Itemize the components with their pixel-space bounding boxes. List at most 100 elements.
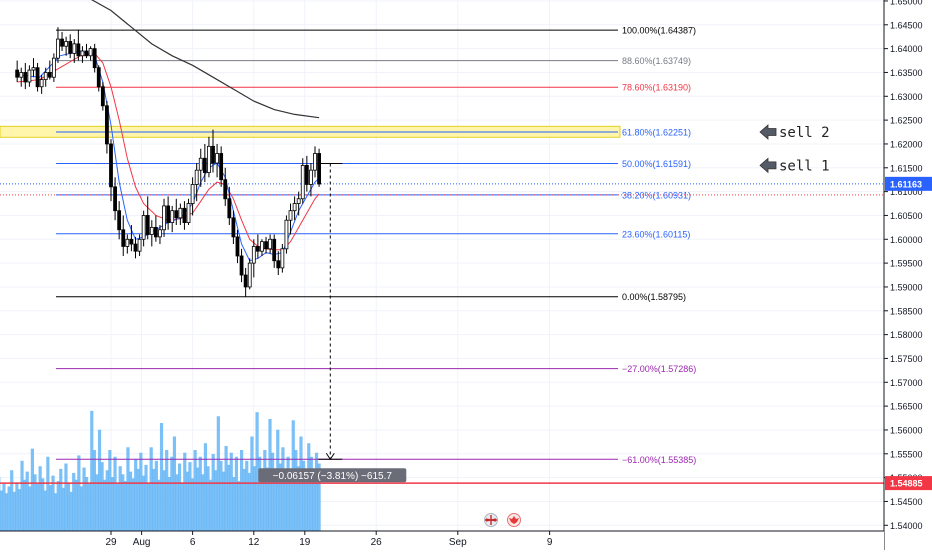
candle[interactable] xyxy=(89,46,92,60)
candle-body xyxy=(48,72,51,77)
candle-body xyxy=(297,199,300,204)
candle-body xyxy=(24,72,27,82)
price-axis-bg xyxy=(884,0,932,550)
candle[interactable] xyxy=(175,199,178,225)
price-tick-label: 1.62000 xyxy=(890,139,923,149)
candle[interactable] xyxy=(191,177,194,215)
candle[interactable] xyxy=(318,149,321,187)
candle[interactable] xyxy=(65,37,68,56)
candle[interactable] xyxy=(314,146,317,177)
candle[interactable] xyxy=(277,251,280,275)
candle-body xyxy=(236,237,239,256)
candle[interactable] xyxy=(20,68,23,87)
candle-body xyxy=(110,144,113,187)
candle-body xyxy=(248,263,251,287)
candle[interactable] xyxy=(236,230,239,263)
candle[interactable] xyxy=(85,44,88,58)
candle-body xyxy=(203,158,206,172)
arrow-left-icon xyxy=(760,125,776,139)
candle[interactable] xyxy=(252,239,255,277)
candle[interactable] xyxy=(150,220,153,246)
candle[interactable] xyxy=(285,215,288,253)
support-price-label: 1.54885 xyxy=(890,479,923,489)
candle[interactable] xyxy=(163,199,166,237)
candle-body xyxy=(309,170,312,184)
candle[interactable] xyxy=(122,215,125,256)
candle[interactable] xyxy=(183,201,186,230)
candle[interactable] xyxy=(56,27,59,63)
candle[interactable] xyxy=(187,199,190,225)
candle-body xyxy=(81,51,84,56)
candle-body xyxy=(16,70,19,77)
candle[interactable] xyxy=(293,196,296,220)
arrow-left-icon xyxy=(760,158,776,172)
candle[interactable] xyxy=(171,206,174,232)
fib-level-label: 23.60%(1.60115) xyxy=(622,229,690,239)
grid xyxy=(0,0,884,531)
candle[interactable] xyxy=(240,249,243,282)
sma-long-line xyxy=(86,0,320,118)
candle[interactable] xyxy=(36,63,39,92)
candle[interactable] xyxy=(154,215,157,241)
candle[interactable] xyxy=(126,235,129,254)
price-tick-label: 1.64500 xyxy=(890,20,923,30)
candle[interactable] xyxy=(16,61,19,82)
candle[interactable] xyxy=(216,144,219,177)
candle[interactable] xyxy=(305,156,308,192)
candle[interactable] xyxy=(207,137,210,178)
candle[interactable] xyxy=(142,211,145,247)
candle[interactable] xyxy=(179,204,182,225)
candle[interactable] xyxy=(134,237,137,258)
candle-body xyxy=(199,158,202,170)
candles xyxy=(16,27,321,296)
candle-body xyxy=(183,208,186,222)
candle-body xyxy=(191,184,194,203)
candle-body xyxy=(65,41,68,46)
candle-body xyxy=(105,106,108,144)
candle-body xyxy=(73,44,76,54)
sell-annotation[interactable]: sell 2 xyxy=(760,125,830,141)
candle[interactable] xyxy=(44,68,47,87)
candle-body xyxy=(150,227,153,234)
candle[interactable] xyxy=(28,65,31,86)
candle[interactable] xyxy=(77,30,80,61)
gb-flag-event-icon[interactable] xyxy=(485,514,498,527)
price-tick-label: 1.64000 xyxy=(890,44,923,54)
candle-body xyxy=(228,199,231,218)
candle[interactable] xyxy=(248,258,251,289)
candle[interactable] xyxy=(32,58,35,77)
candle-body xyxy=(40,80,43,87)
candle[interactable] xyxy=(130,225,133,251)
candle[interactable] xyxy=(69,34,72,58)
candle[interactable] xyxy=(301,158,304,203)
candle[interactable] xyxy=(224,168,227,206)
candle-body xyxy=(216,153,219,163)
price-tick-label: 1.61500 xyxy=(890,163,923,173)
candle[interactable] xyxy=(269,235,272,254)
ca-flag-event-icon[interactable] xyxy=(508,514,521,527)
candle[interactable] xyxy=(220,146,223,187)
fib-level-label: 78.60%(1.63190) xyxy=(622,83,691,93)
candle-body xyxy=(281,249,284,268)
candle[interactable] xyxy=(167,196,170,229)
candle-body xyxy=(269,239,272,249)
fib-level-label: −61.00%(1.55385) xyxy=(622,455,696,465)
candle[interactable] xyxy=(48,61,51,80)
candle-body xyxy=(28,70,31,82)
price-tick-label: 1.55500 xyxy=(890,449,923,459)
candle[interactable] xyxy=(105,101,108,153)
candle[interactable] xyxy=(73,39,76,63)
candle[interactable] xyxy=(260,239,263,256)
candle[interactable] xyxy=(244,268,247,297)
sell-annotation[interactable]: sell 1 xyxy=(760,158,830,174)
candle-body xyxy=(220,153,223,179)
candle[interactable] xyxy=(256,235,259,259)
candle-body xyxy=(118,211,121,230)
candle-body xyxy=(289,211,292,221)
candle[interactable] xyxy=(24,63,27,89)
candle-body xyxy=(207,146,210,172)
candle[interactable] xyxy=(146,196,149,239)
candle[interactable] xyxy=(52,53,55,82)
